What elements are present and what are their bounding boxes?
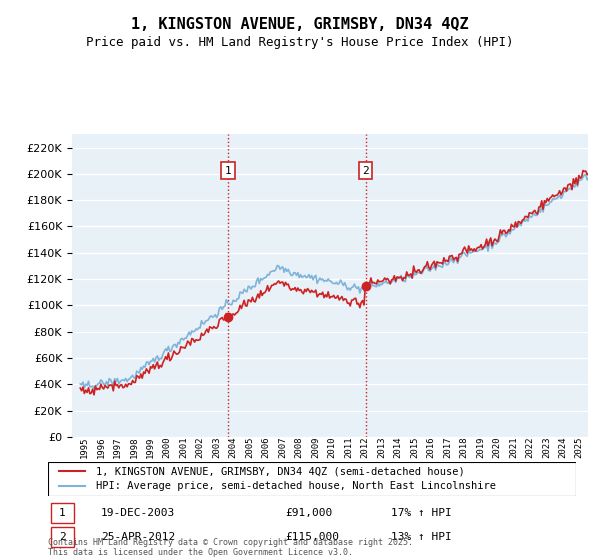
Text: 2004: 2004 [229, 437, 238, 458]
Text: 2008: 2008 [295, 437, 304, 458]
Text: £91,000: £91,000 [286, 508, 333, 517]
Text: 2018: 2018 [460, 437, 469, 458]
Text: 25-APR-2012: 25-APR-2012 [101, 533, 175, 542]
Text: 1999: 1999 [146, 437, 155, 458]
Text: 2: 2 [59, 533, 65, 542]
Text: 2001: 2001 [179, 437, 188, 458]
Text: 2012: 2012 [361, 437, 370, 458]
Text: 2025: 2025 [575, 437, 584, 458]
Text: Contains HM Land Registry data © Crown copyright and database right 2025.
This d: Contains HM Land Registry data © Crown c… [48, 538, 413, 557]
Text: 1, KINGSTON AVENUE, GRIMSBY, DN34 4QZ: 1, KINGSTON AVENUE, GRIMSBY, DN34 4QZ [131, 17, 469, 32]
Text: 1995: 1995 [80, 437, 89, 458]
Text: 2011: 2011 [344, 437, 353, 458]
Text: 2000: 2000 [163, 437, 172, 458]
FancyBboxPatch shape [50, 528, 74, 548]
Text: 2: 2 [362, 166, 369, 176]
Text: 1997: 1997 [113, 437, 122, 458]
Text: 17% ↑ HPI: 17% ↑ HPI [391, 508, 452, 517]
Text: 2021: 2021 [509, 437, 518, 458]
FancyBboxPatch shape [50, 503, 74, 523]
Text: 2007: 2007 [278, 437, 287, 458]
Text: 2024: 2024 [559, 437, 568, 458]
Text: 1: 1 [225, 166, 232, 176]
Text: 2002: 2002 [196, 437, 205, 458]
Text: 2023: 2023 [542, 437, 551, 458]
Text: 13% ↑ HPI: 13% ↑ HPI [391, 533, 452, 542]
Text: 1, KINGSTON AVENUE, GRIMSBY, DN34 4QZ (semi-detached house): 1, KINGSTON AVENUE, GRIMSBY, DN34 4QZ (s… [95, 466, 464, 477]
Text: 19-DEC-2003: 19-DEC-2003 [101, 508, 175, 517]
Text: Price paid vs. HM Land Registry's House Price Index (HPI): Price paid vs. HM Land Registry's House … [86, 36, 514, 49]
Text: 2013: 2013 [377, 437, 386, 458]
Text: 1998: 1998 [130, 437, 139, 458]
Text: 2005: 2005 [245, 437, 254, 458]
Text: £115,000: £115,000 [286, 533, 340, 542]
FancyBboxPatch shape [48, 462, 576, 496]
Text: 1996: 1996 [97, 437, 106, 458]
Text: 2017: 2017 [443, 437, 452, 458]
Text: 2010: 2010 [328, 437, 337, 458]
Text: HPI: Average price, semi-detached house, North East Lincolnshire: HPI: Average price, semi-detached house,… [95, 481, 496, 491]
Text: 1: 1 [59, 508, 65, 517]
Text: 2022: 2022 [526, 437, 535, 458]
Text: 2014: 2014 [394, 437, 403, 458]
Text: 2003: 2003 [212, 437, 221, 458]
Text: 2015: 2015 [410, 437, 419, 458]
Text: 2019: 2019 [476, 437, 485, 458]
Text: 2016: 2016 [427, 437, 436, 458]
Text: 2006: 2006 [262, 437, 271, 458]
Text: 2020: 2020 [493, 437, 502, 458]
Text: 2009: 2009 [311, 437, 320, 458]
